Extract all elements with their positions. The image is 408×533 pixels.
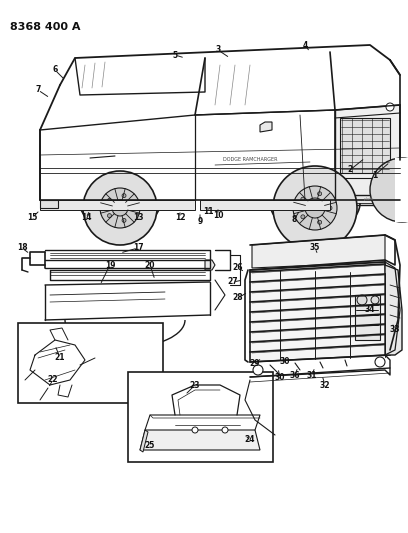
Circle shape xyxy=(112,200,128,216)
Bar xyxy=(340,118,390,173)
Text: 30: 30 xyxy=(275,374,285,383)
Text: 2: 2 xyxy=(347,166,353,174)
Text: 21: 21 xyxy=(55,353,65,362)
Text: DODGE RAMCHARGER: DODGE RAMCHARGER xyxy=(223,157,277,162)
Text: 22: 22 xyxy=(48,376,58,384)
Circle shape xyxy=(357,295,367,305)
Text: 23: 23 xyxy=(190,381,200,390)
Circle shape xyxy=(375,357,385,367)
Circle shape xyxy=(301,215,305,219)
Bar xyxy=(395,158,408,222)
Circle shape xyxy=(318,220,322,224)
Text: 9: 9 xyxy=(197,217,203,227)
Circle shape xyxy=(371,296,379,304)
Polygon shape xyxy=(335,105,400,200)
Polygon shape xyxy=(205,260,215,270)
Circle shape xyxy=(293,186,337,230)
Polygon shape xyxy=(385,265,402,355)
Text: 3: 3 xyxy=(215,45,221,54)
Polygon shape xyxy=(40,200,58,208)
Text: 1: 1 xyxy=(373,171,378,180)
Text: 29: 29 xyxy=(250,359,260,367)
Circle shape xyxy=(328,206,332,210)
Polygon shape xyxy=(250,262,390,362)
Circle shape xyxy=(83,171,157,245)
Text: 8: 8 xyxy=(291,215,297,224)
Polygon shape xyxy=(260,122,272,132)
Text: 35: 35 xyxy=(310,244,320,253)
Circle shape xyxy=(370,158,408,222)
Text: 24: 24 xyxy=(245,435,255,445)
Polygon shape xyxy=(140,430,148,452)
Circle shape xyxy=(131,206,135,210)
Text: 13: 13 xyxy=(133,214,143,222)
Circle shape xyxy=(305,198,325,218)
Text: plate: plate xyxy=(364,197,374,201)
Circle shape xyxy=(122,219,126,222)
Bar xyxy=(128,372,273,462)
Circle shape xyxy=(107,214,111,217)
Text: 4: 4 xyxy=(302,41,308,50)
Text: 5: 5 xyxy=(173,51,177,60)
Polygon shape xyxy=(200,200,330,210)
Text: 17: 17 xyxy=(133,244,143,253)
Text: 31: 31 xyxy=(307,370,317,379)
Text: 20: 20 xyxy=(145,261,155,270)
Text: 10: 10 xyxy=(213,211,223,220)
Circle shape xyxy=(122,193,126,198)
Text: 26: 26 xyxy=(233,263,243,272)
Circle shape xyxy=(386,103,394,111)
Bar xyxy=(335,195,403,205)
Text: 19: 19 xyxy=(105,261,115,270)
Text: 18: 18 xyxy=(17,244,27,253)
Text: 7: 7 xyxy=(35,85,41,94)
Circle shape xyxy=(107,198,111,203)
Polygon shape xyxy=(140,430,260,450)
Text: 6: 6 xyxy=(52,66,58,75)
Text: 25: 25 xyxy=(145,440,155,449)
Bar xyxy=(342,178,387,196)
Text: 27: 27 xyxy=(228,278,238,287)
Circle shape xyxy=(318,192,322,196)
Text: 28: 28 xyxy=(233,294,243,303)
Circle shape xyxy=(301,197,305,201)
Text: 32: 32 xyxy=(320,381,330,390)
Text: 34: 34 xyxy=(365,305,375,314)
Circle shape xyxy=(222,427,228,433)
Text: 14: 14 xyxy=(81,214,91,222)
Text: 36: 36 xyxy=(290,370,300,379)
Bar xyxy=(18,323,163,403)
Text: 8368 400 A: 8368 400 A xyxy=(10,22,80,32)
Text: 11: 11 xyxy=(203,207,213,216)
Bar xyxy=(355,195,383,203)
Text: 33: 33 xyxy=(390,326,400,335)
Text: 30: 30 xyxy=(280,358,290,367)
Polygon shape xyxy=(40,200,195,210)
Text: 12: 12 xyxy=(175,214,185,222)
Text: 15: 15 xyxy=(27,214,37,222)
Circle shape xyxy=(273,166,357,250)
Polygon shape xyxy=(252,235,385,268)
Bar xyxy=(355,295,380,340)
Circle shape xyxy=(253,365,263,375)
Circle shape xyxy=(192,427,198,433)
Circle shape xyxy=(100,188,140,228)
